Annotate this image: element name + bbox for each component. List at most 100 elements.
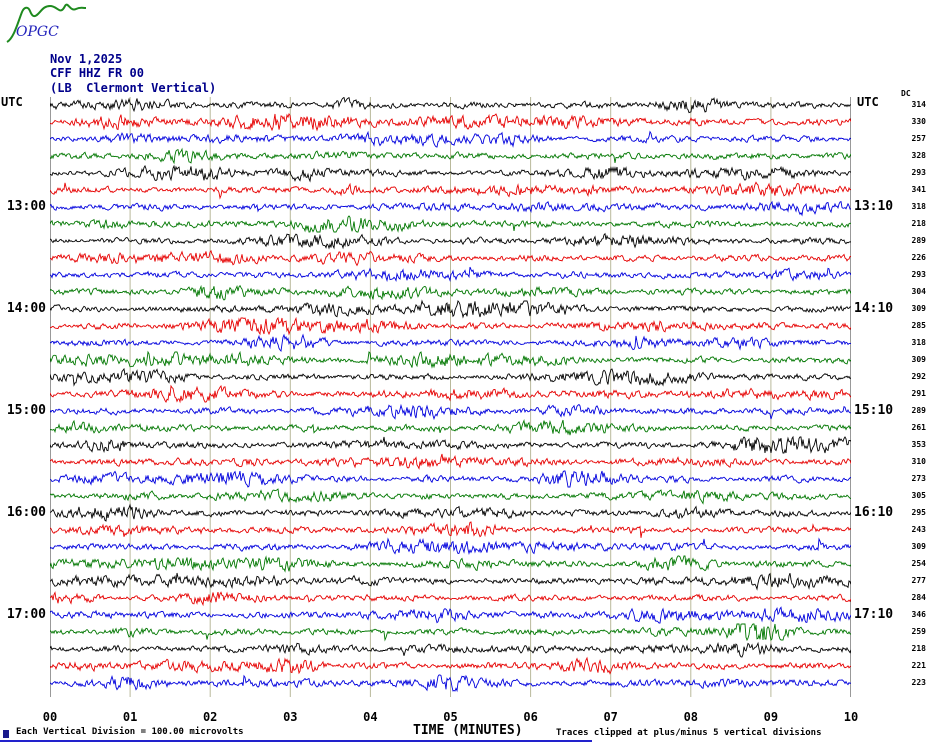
seismogram-trace-black bbox=[50, 572, 851, 591]
seismogram-trace-black bbox=[50, 641, 851, 658]
dc-value: 310 bbox=[911, 457, 926, 466]
dc-value: 243 bbox=[911, 525, 926, 534]
seismogram-trace-red bbox=[50, 181, 851, 200]
seismogram-trace-black bbox=[50, 503, 851, 522]
location-label: (LB Clermont Vertical) bbox=[50, 81, 217, 95]
hour-label-left: 14:00 bbox=[6, 301, 46, 316]
dc-value: 289 bbox=[911, 406, 926, 415]
dc-value: 218 bbox=[911, 644, 926, 653]
seismogram-trace-black bbox=[50, 367, 851, 387]
hour-label-right: 14:10 bbox=[854, 301, 894, 316]
seismogram-trace-red bbox=[50, 591, 851, 607]
dc-value: 309 bbox=[911, 542, 926, 551]
dc-value: 353 bbox=[911, 440, 926, 449]
seismogram-trace-green bbox=[50, 488, 851, 505]
opgc-logo: OPGC bbox=[6, 3, 87, 43]
x-tick-label: 05 bbox=[443, 710, 458, 724]
seismogram-trace-blue bbox=[50, 200, 851, 217]
seismogram-trace-green bbox=[50, 215, 851, 233]
seismogram-trace-green bbox=[50, 147, 851, 165]
dc-value: 259 bbox=[911, 627, 926, 636]
x-tick-label: 08 bbox=[683, 710, 699, 724]
footer-mark bbox=[3, 730, 9, 738]
logo-squiggle-icon bbox=[6, 3, 87, 43]
seismogram-trace-green bbox=[50, 350, 851, 369]
seismogram-trace-blue bbox=[50, 537, 851, 555]
dc-value: 291 bbox=[911, 389, 926, 398]
seismogram-trace-red bbox=[50, 316, 851, 336]
dc-value: 254 bbox=[911, 559, 926, 568]
dc-value: 261 bbox=[911, 423, 926, 432]
seismogram-trace-red bbox=[50, 521, 851, 538]
dc-value: 223 bbox=[911, 678, 926, 687]
x-tick-label: 03 bbox=[283, 710, 298, 724]
dc-value: 273 bbox=[911, 474, 926, 483]
x-tick-label: 09 bbox=[763, 710, 779, 724]
hour-label-right: 16:10 bbox=[854, 505, 894, 520]
date-label: Nov 1,2025 bbox=[50, 52, 123, 66]
seismogram-trace-black bbox=[50, 299, 851, 319]
x-tick-label: 06 bbox=[523, 710, 538, 724]
seismogram-trace-red bbox=[50, 656, 851, 675]
seismogram-trace-blue bbox=[50, 606, 851, 624]
seismogram-trace-green bbox=[50, 418, 851, 436]
hour-label-right: 17:10 bbox=[854, 607, 894, 622]
seismogram-trace-green bbox=[50, 623, 851, 642]
dc-value: 304 bbox=[911, 287, 926, 296]
clip-note: Traces clipped at plus/minus 5 vertical … bbox=[556, 728, 822, 738]
hour-label-right: 15:10 bbox=[854, 403, 894, 418]
x-tick-label: 07 bbox=[603, 710, 618, 724]
seismogram-trace-blue bbox=[50, 333, 851, 353]
hour-label-left: 15:00 bbox=[6, 403, 46, 418]
dc-value: 218 bbox=[911, 219, 926, 228]
x-tick-label: 02 bbox=[202, 710, 218, 724]
seismogram-trace-green bbox=[50, 284, 851, 301]
dc-value: 257 bbox=[911, 134, 926, 143]
utc-label-left: UTC bbox=[1, 95, 23, 109]
station-label: CFF HHZ FR 00 bbox=[50, 66, 144, 80]
hour-label-left: 17:00 bbox=[6, 607, 46, 622]
seismogram-trace-red bbox=[50, 453, 851, 470]
seismogram-trace-black bbox=[50, 232, 851, 250]
seismogram-trace-red bbox=[50, 384, 851, 404]
dc-value: 221 bbox=[911, 661, 926, 670]
dc-value: 292 bbox=[911, 372, 926, 381]
x-tick-label: 00 bbox=[42, 710, 58, 724]
dc-value: 318 bbox=[911, 338, 926, 347]
seismogram-trace-blue bbox=[50, 470, 851, 488]
hour-label-right: 13:10 bbox=[854, 199, 894, 214]
dc-value: 305 bbox=[911, 491, 926, 500]
dc-value: 293 bbox=[911, 270, 926, 279]
dc-value: 285 bbox=[911, 321, 926, 330]
x-tick-label: 01 bbox=[122, 710, 138, 724]
dc-value: 341 bbox=[911, 185, 926, 194]
utc-label-right: UTC bbox=[857, 95, 879, 109]
seismogram-trace-black bbox=[50, 97, 851, 114]
seismogram-trace-blue bbox=[50, 403, 851, 421]
bottom-rule bbox=[0, 740, 592, 742]
seismogram-trace-black bbox=[50, 435, 851, 454]
dc-value: 309 bbox=[911, 355, 926, 364]
x-axis-title: TIME (MINUTES) bbox=[413, 723, 523, 738]
dc-value: 293 bbox=[911, 168, 926, 177]
seismogram-trace-blue bbox=[50, 674, 851, 693]
dc-value: 289 bbox=[911, 236, 926, 245]
x-tick-label: 04 bbox=[363, 710, 378, 724]
dc-value: 318 bbox=[911, 202, 926, 211]
hour-label-left: 16:00 bbox=[6, 505, 46, 520]
dc-value: 314 bbox=[911, 100, 926, 109]
seismogram-trace-blue bbox=[50, 130, 851, 148]
dc-value: 346 bbox=[911, 610, 926, 619]
scale-note: Each Vertical Division = 100.00 microvol… bbox=[16, 727, 244, 737]
seismogram-trace-red bbox=[50, 249, 851, 267]
dc-column-header: DC bbox=[901, 89, 911, 98]
dc-value: 226 bbox=[911, 253, 926, 262]
seismogram-trace-red bbox=[50, 113, 851, 132]
x-tick-label: 10 bbox=[843, 710, 859, 724]
dc-value: 309 bbox=[911, 304, 926, 313]
seismogram-trace-black bbox=[50, 164, 851, 183]
dc-value: 295 bbox=[911, 508, 926, 517]
dc-value: 277 bbox=[911, 576, 926, 585]
hour-label-left: 13:00 bbox=[6, 199, 46, 214]
